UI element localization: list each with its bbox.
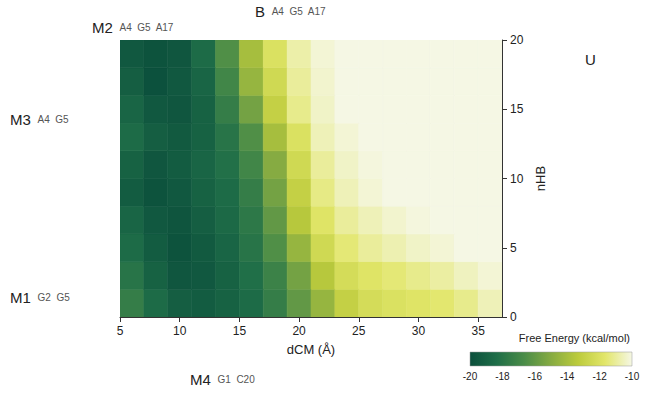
svg-text:M3: M3: [10, 111, 31, 128]
svg-text:nHB: nHB: [533, 166, 548, 191]
svg-text:M4: M4: [190, 371, 211, 388]
svg-text:A4 G5 A17: A4 G5 A17: [272, 6, 326, 17]
svg-text:25: 25: [352, 324, 366, 338]
svg-text:-18: -18: [495, 371, 510, 382]
svg-text:dCM (Å): dCM (Å): [287, 342, 335, 357]
svg-text:Free Energy (kcal/mol): Free Energy (kcal/mol): [519, 332, 630, 344]
svg-text:U: U: [585, 51, 596, 68]
svg-text:15: 15: [510, 102, 524, 116]
svg-text:30: 30: [412, 324, 426, 338]
svg-text:A4 G5 A17: A4 G5 A17: [120, 22, 174, 33]
svg-text:20: 20: [292, 324, 306, 338]
svg-text:-10: -10: [625, 371, 640, 382]
svg-text:M2: M2: [92, 19, 113, 36]
svg-text:10: 10: [510, 172, 524, 186]
svg-text:G1 C20: G1 C20: [218, 374, 256, 385]
svg-text:0: 0: [510, 310, 517, 324]
svg-text:15: 15: [233, 324, 247, 338]
svg-text:G2 G5: G2 G5: [38, 292, 71, 303]
svg-text:5: 5: [117, 324, 124, 338]
svg-text:B: B: [255, 3, 265, 20]
svg-text:M1: M1: [10, 289, 31, 306]
svg-text:-16: -16: [528, 371, 543, 382]
svg-text:5: 5: [510, 241, 517, 255]
svg-text:-12: -12: [592, 371, 607, 382]
svg-text:-14: -14: [560, 371, 575, 382]
svg-text:10: 10: [173, 324, 187, 338]
svg-text:35: 35: [471, 324, 485, 338]
svg-text:A4 G5: A4 G5: [38, 114, 70, 125]
svg-text:20: 20: [510, 33, 524, 47]
svg-text:-20: -20: [463, 371, 478, 382]
